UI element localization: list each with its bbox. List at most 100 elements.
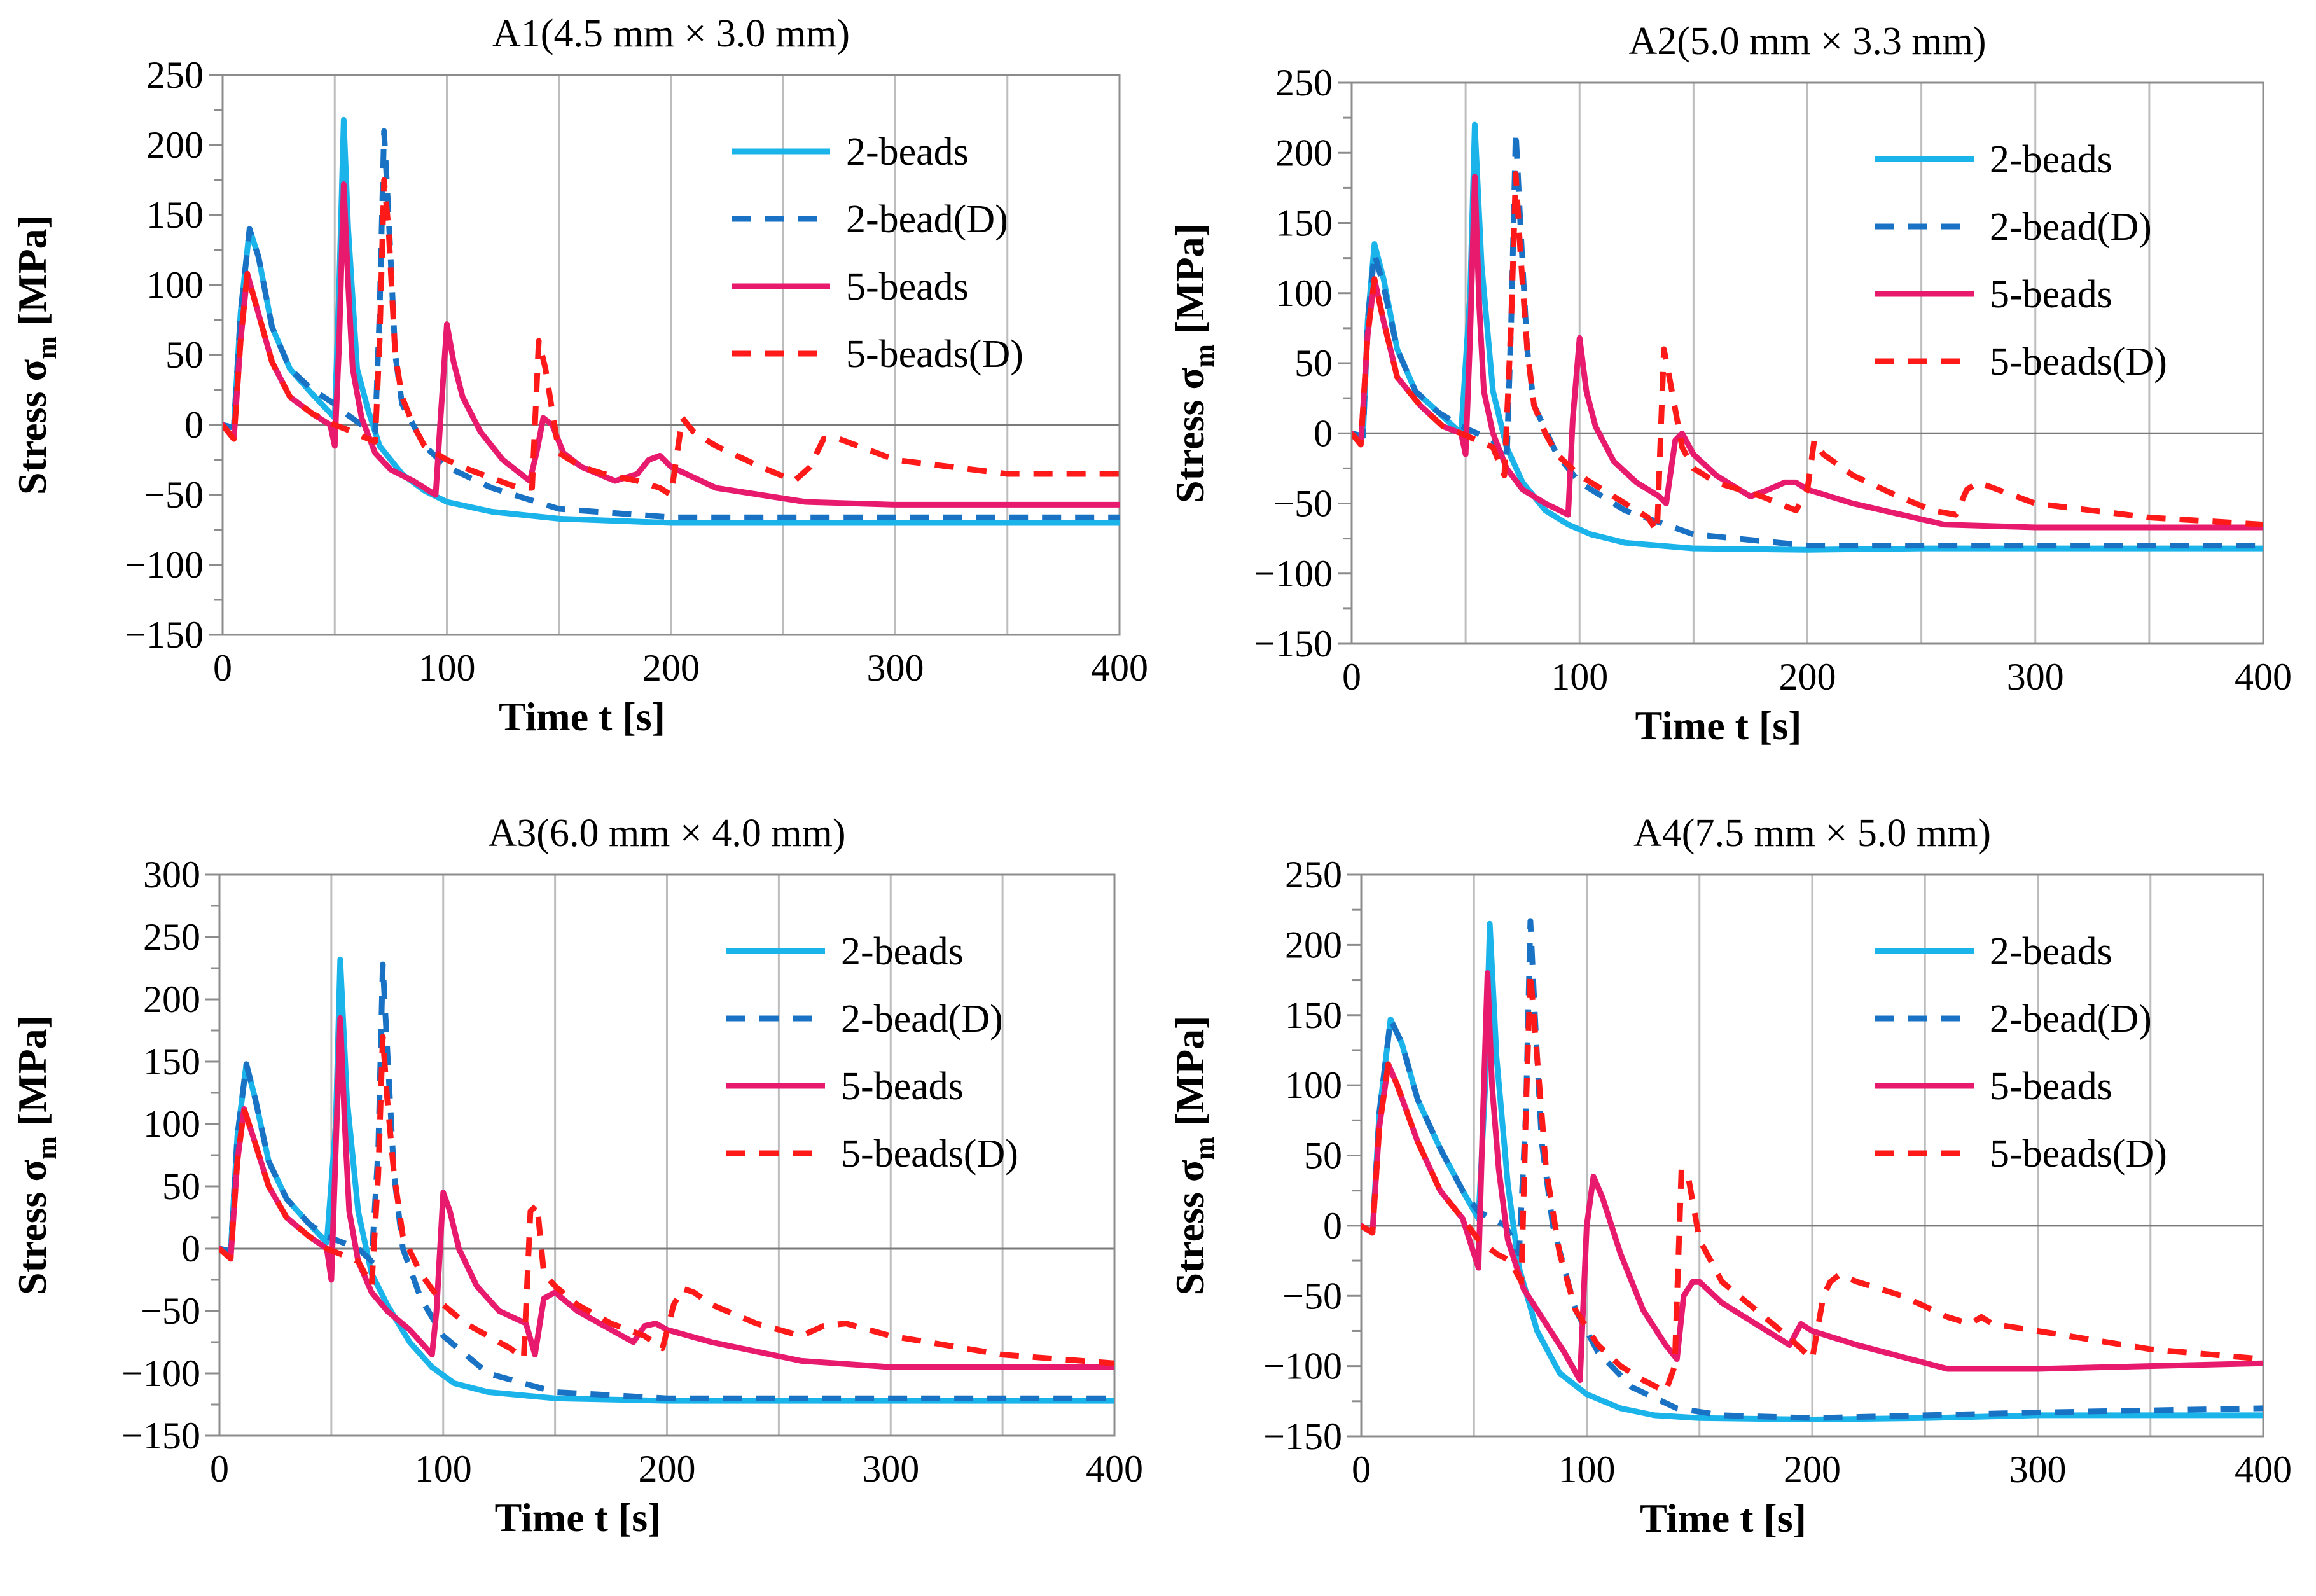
y-tick-label: 200: [1275, 132, 1333, 174]
x-tick-label: 400: [1086, 1448, 1143, 1490]
y-axis-label-main: Stress σ: [1167, 368, 1212, 503]
y-axis-label-main: Stress σ: [10, 1160, 55, 1295]
series-group: [223, 116, 1120, 526]
x-axis-label: Time t [s]: [1640, 1495, 1806, 1541]
y-tick-label: 200: [1285, 924, 1342, 966]
y-axis-label: Stress σm [MPa]: [10, 1015, 62, 1295]
chart-title: A2(5.0 mm × 3.3 mm): [1629, 20, 1987, 63]
chart-panel-a1: −150 −100 −50 0 50 100 150 200 250 0 100 200 300 400 A…: [0, 0, 1158, 795]
y-axis-label: Stress σm [MPa]: [10, 215, 62, 495]
y-tick-label: 150: [1275, 202, 1333, 244]
chart-title: A3(6.0 mm × 4.0 mm): [489, 812, 846, 855]
legend-label: 5-beads: [1990, 273, 2112, 316]
x-tick-label: 0: [1342, 656, 1361, 698]
x-tick-label: 300: [2007, 656, 2064, 698]
legend-label: 2-bead(D): [846, 198, 1008, 241]
x-tick-label: 200: [639, 1448, 696, 1490]
y-axis-label-sub: m: [31, 336, 62, 359]
legend-label: 2-bead(D): [1990, 997, 2152, 1041]
x-tick-label: 100: [419, 647, 476, 689]
y-tick-label: −50: [1282, 1275, 1342, 1317]
y-tick-label: 0: [184, 404, 204, 446]
chart-title: A1(4.5 mm × 3.0 mm): [492, 12, 850, 55]
chart-panel-a4: −150 −100 −50 0 50 100 150 200 250 0 100 200 300 400 A…: [1158, 798, 2316, 1596]
x-axis-label: Time t [s]: [499, 694, 665, 739]
series-line-5-beads-d: [219, 1034, 1114, 1366]
x-axis-label: Time t [s]: [1635, 703, 1802, 748]
y-tick-label: 250: [1285, 854, 1342, 896]
y-tick-label: −50: [141, 1290, 200, 1332]
y-axis-label-unit: [MPa]: [10, 1015, 55, 1136]
y-tick-label: 200: [146, 124, 204, 166]
y-tick-label: 0: [181, 1228, 200, 1270]
y-tick-label: 250: [1275, 62, 1333, 104]
y-tick-label: 150: [146, 194, 204, 236]
chart-svg: −150 −100 −50 0 50 100 150 200 250 300 0 100 200 300 4…: [10, 812, 1143, 1540]
y-tick-label: −50: [1273, 483, 1333, 525]
y-tick-label: 0: [1314, 412, 1333, 454]
y-axis-label-main: Stress σ: [1167, 1160, 1212, 1295]
x-tick-label: 200: [1784, 1448, 1841, 1490]
y-tick-label: −100: [125, 544, 204, 586]
y-tick-label: 300: [143, 854, 200, 896]
x-tick-label: 0: [210, 1448, 229, 1490]
y-tick-label: 150: [143, 1041, 200, 1083]
legend-label: 2-beads: [841, 930, 964, 973]
x-tick-label: 400: [1091, 647, 1148, 689]
legend-label: 5-beads: [1990, 1065, 2112, 1108]
x-tick-label: 400: [2235, 656, 2292, 698]
legend-label: 2-beads: [1990, 930, 2112, 973]
x-tick-label: 0: [1352, 1448, 1371, 1490]
x-tick-label: 300: [862, 1448, 919, 1490]
series-line-5-beads: [223, 181, 1120, 508]
y-axis-label-sub: m: [1189, 1137, 1220, 1160]
chart-title: A4(7.5 mm × 5.0 mm): [1633, 812, 1991, 855]
legend-label: 5-beads(D): [1990, 340, 2167, 384]
x-tick-label: 300: [2009, 1448, 2067, 1490]
y-axis-label-sub: m: [1189, 344, 1220, 368]
series-line-5-beads: [1361, 970, 2263, 1384]
y-tick-label: −150: [1254, 623, 1333, 665]
y-tick-label: 50: [1294, 342, 1333, 384]
y-axis-label-unit: [MPa]: [1167, 1016, 1212, 1137]
y-tick-label: 0: [1323, 1205, 1342, 1247]
y-tick-label: 250: [143, 916, 200, 958]
series-line-5-beads-d: [1352, 170, 2263, 535]
y-axis-label-unit: [MPa]: [10, 215, 55, 336]
legend-label: 2-beads: [846, 130, 969, 174]
chart-panel-a2: −150 −100 −50 0 50 100 150 200 250 0 100 200 300 400 A…: [1158, 0, 2316, 795]
legend-label: 2-bead(D): [1990, 205, 2152, 249]
x-tick-label: 300: [867, 647, 924, 689]
legend-label: 5-beads(D): [846, 333, 1023, 376]
y-tick-label: 250: [146, 54, 204, 96]
series-line-5-beads-d: [1361, 970, 2263, 1394]
y-tick-label: 200: [143, 978, 200, 1020]
x-tick-label: 100: [1551, 656, 1608, 698]
y-tick-label: −50: [144, 474, 204, 516]
y-axis-label: Stress σm [MPa]: [1167, 223, 1220, 503]
y-tick-label: −100: [121, 1352, 200, 1394]
x-tick-label: 200: [1779, 656, 1836, 698]
chart-panel-a3: −150 −100 −50 0 50 100 150 200 250 300 0 100 200 300 4…: [0, 798, 1158, 1596]
y-axis-label: Stress σm [MPa]: [1167, 1016, 1220, 1296]
y-axis-label-sub: m: [31, 1136, 62, 1160]
y-tick-label: 100: [1275, 272, 1333, 314]
legend-label: 5-beads: [841, 1065, 964, 1108]
y-tick-label: 150: [1285, 994, 1342, 1036]
series-line-2-beads: [219, 956, 1114, 1404]
legend-label: 2-beads: [1990, 138, 2112, 181]
legend-label: 5-beads(D): [841, 1132, 1018, 1176]
series-group: [1352, 121, 2263, 553]
series-line-2-bead-d: [219, 961, 1114, 1401]
y-tick-label: 50: [165, 334, 204, 376]
series-line-5-beads: [219, 1015, 1114, 1370]
y-tick-label: −150: [121, 1415, 200, 1457]
y-tick-label: 50: [1304, 1135, 1342, 1177]
series-group: [1361, 918, 2263, 1422]
series-line-2-bead-d: [1352, 128, 2263, 549]
chart-svg: −150 −100 −50 0 50 100 150 200 250 0 100 200 300 400 A…: [1167, 812, 2292, 1541]
series-line-5-beads-d: [223, 177, 1120, 498]
y-tick-label: 100: [1285, 1064, 1342, 1106]
legend-label: 5-beads: [846, 265, 969, 309]
x-tick-label: 100: [1558, 1448, 1616, 1490]
